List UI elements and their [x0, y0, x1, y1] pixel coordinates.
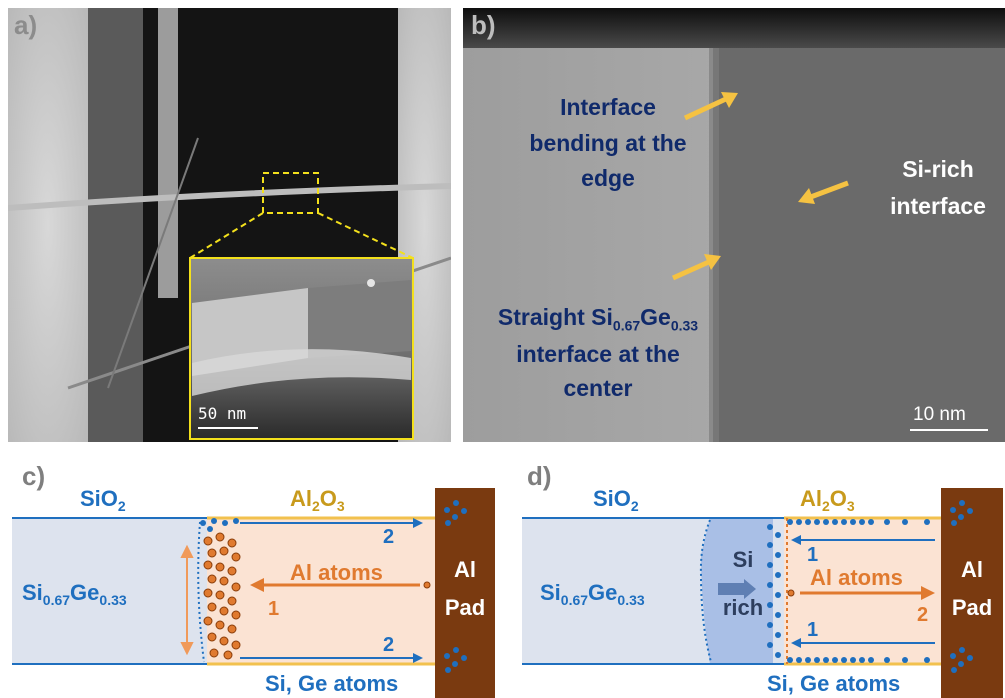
label-sio2: SiO2	[593, 486, 639, 514]
scale-bar-b-label: 10 nm	[913, 404, 966, 425]
annotation-interface-bending: Interface bending at the edge	[529, 94, 687, 192]
label-num-1-top: 1	[807, 544, 818, 566]
si-ge-flux-arrow-bottom	[791, 638, 935, 648]
left-contact-pad	[8, 8, 88, 442]
scale-bar-a-label: 50 nm	[198, 404, 247, 423]
al-region	[207, 518, 435, 664]
panel-d: d)	[505, 455, 1005, 698]
si-ge-flux-arrow-bottom	[240, 653, 423, 663]
panel-label-d: d)	[527, 461, 552, 491]
label-si-rich-1: Si	[733, 547, 754, 572]
label-sige: Si0.67Ge0.33	[540, 580, 645, 608]
label-num-2-bottom: 2	[383, 634, 394, 656]
label-al2o3: Al2O3	[290, 486, 345, 514]
label-pad-pad: Pad	[445, 595, 485, 620]
label-al-atoms: Al atoms	[290, 560, 383, 585]
arrow-edge	[683, 92, 738, 121]
si-ge-flux-arrow-top	[791, 535, 935, 545]
label-num-2: 2	[917, 604, 928, 626]
panel-a-image: 50 nm a)	[8, 8, 451, 442]
label-num-1: 1	[268, 598, 279, 620]
label-num-1-bottom: 1	[807, 619, 818, 641]
sige-region	[12, 518, 207, 664]
panel-d-svg: SiO2 Al2O3 Si0.67Ge0.33 Si rich Al atoms…	[522, 486, 1003, 698]
panel-label-a: a)	[14, 10, 38, 40]
panel-c: c)	[0, 455, 500, 698]
al-atoms-arrow	[250, 578, 420, 592]
label-al2o3: Al2O3	[800, 486, 855, 514]
si-ge-flux-arrow-top	[240, 518, 423, 528]
label-si-ge-atoms: Si, Ge atoms	[265, 671, 398, 696]
annotation-straight-interface: Straight Si0.67Ge0.33 interface at the c…	[497, 304, 699, 402]
label-al-atoms: Al atoms	[810, 565, 903, 590]
label-si-ge-atoms: Si, Ge atoms	[767, 671, 900, 696]
panel-c-svg: SiO2 Al2O3 Si0.67Ge0.33 Al atoms 1 2 2 A…	[12, 486, 495, 698]
label-si-rich-2: rich	[723, 595, 763, 620]
interface-line	[709, 48, 719, 442]
al-region	[784, 518, 941, 664]
annotation-si-rich: Si-rich interface	[890, 156, 986, 219]
al-pad	[941, 488, 1003, 698]
si-rich-region	[713, 48, 1005, 442]
al-atoms-arrow	[800, 586, 935, 600]
panel-label-b: b)	[471, 10, 496, 40]
label-sio2: SiO2	[80, 486, 126, 514]
panel-label-c: c)	[22, 461, 46, 491]
arrow-si-rich	[798, 180, 849, 204]
label-pad-al: Al	[961, 557, 983, 582]
panel-a-svg	[8, 8, 451, 442]
vertical-wire	[158, 8, 178, 298]
si-rich-arrow	[718, 579, 756, 599]
label-pad-al: Al	[454, 557, 476, 582]
panel-b-svg	[463, 8, 1005, 442]
zoom-inset	[189, 257, 414, 440]
nanowire	[8, 183, 451, 211]
label-pad-pad: Pad	[952, 595, 992, 620]
zoom-region-box	[262, 172, 319, 214]
arrow-center	[671, 254, 721, 281]
panel-b-image: b) Interface bending at the edge Si-rich…	[463, 8, 1005, 442]
label-num-2-top: 2	[383, 526, 394, 548]
label-sige: Si0.67Ge0.33	[22, 580, 127, 608]
al-pad	[435, 488, 495, 698]
vertical-diffusion-arrow	[180, 544, 194, 656]
